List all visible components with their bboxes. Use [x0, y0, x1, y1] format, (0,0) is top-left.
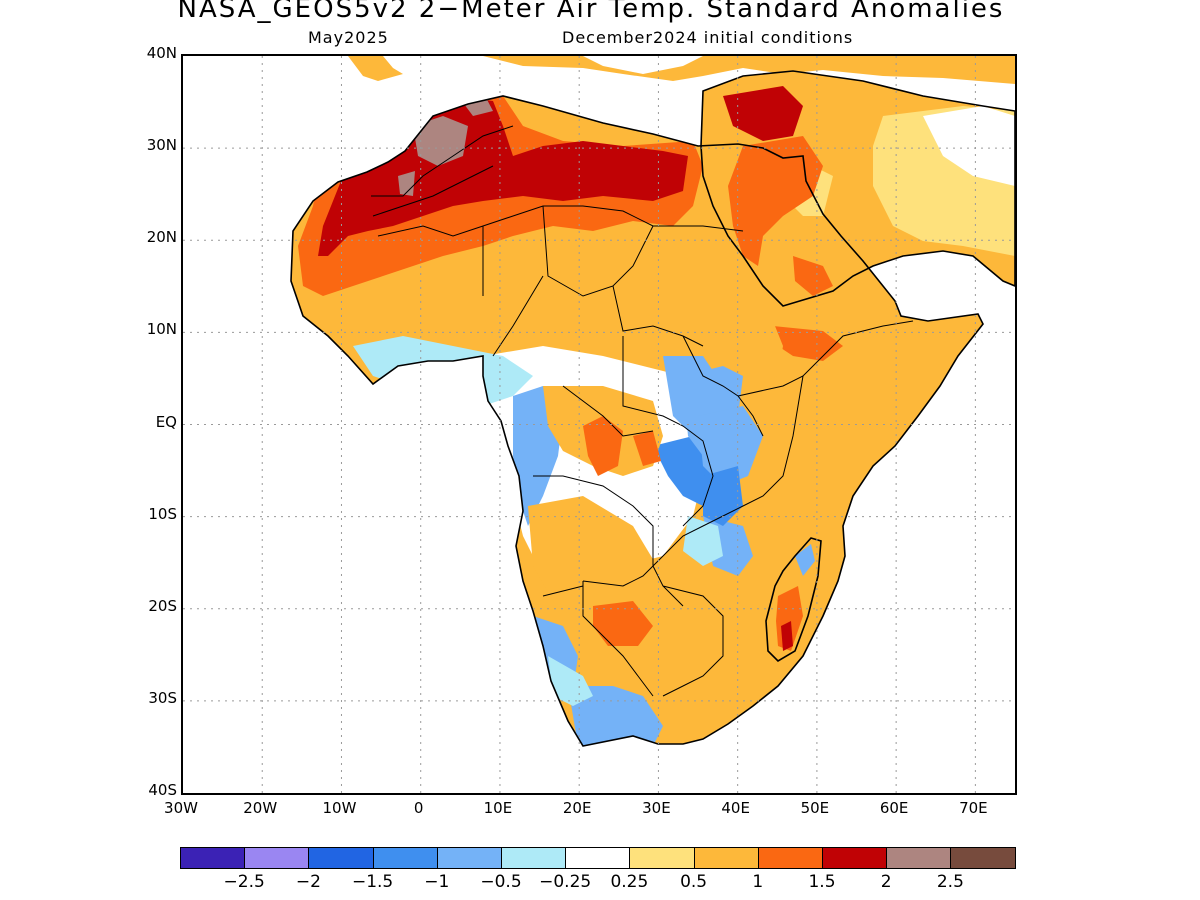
colorbar: [180, 847, 1017, 869]
lon-tick-label: 10E: [483, 799, 513, 817]
lat-tick-label: 20S: [148, 596, 177, 615]
colorbar-label: 2.5: [936, 872, 964, 892]
map-title: NASA_GEOS5v2 2−Meter Air Temp. Standard …: [177, 0, 1005, 24]
colorbar-swatch: [758, 848, 823, 868]
lon-tick-label: 20W: [243, 799, 278, 817]
colorbar-label: 1.5: [808, 872, 836, 892]
lon-tick-label: 40E: [721, 799, 750, 817]
initial-conditions: December2024 initial conditions: [562, 28, 854, 47]
colorbar-swatch: [181, 848, 246, 868]
colorbar-swatch: [887, 848, 952, 868]
colorbar-swatch: [437, 848, 502, 868]
anomaly-region: [728, 136, 823, 266]
forecast-month: May2025: [308, 28, 389, 47]
anomaly-region: [593, 601, 653, 646]
anomaly-region: [653, 436, 713, 506]
anomaly-map: [183, 56, 1015, 793]
lat-tick-label: 10S: [148, 504, 177, 523]
lat-tick-label: 30S: [148, 688, 177, 707]
colorbar-swatch: [694, 848, 759, 868]
lat-tick-label: EQ: [155, 412, 177, 431]
colorbar-swatch: [822, 848, 888, 868]
anomaly-region: [398, 171, 415, 196]
colorbar-label: 1: [752, 872, 764, 892]
anomaly-region: [793, 256, 833, 296]
lat-tick-label: 40S: [148, 781, 177, 799]
colorbar-swatch: [630, 848, 695, 868]
lon-tick-label: 0: [413, 799, 424, 817]
anomaly-region: [723, 86, 803, 141]
lat-tick-label: 30N: [146, 136, 177, 155]
lon-tick-label: 10W: [322, 799, 357, 817]
lon-tick-label: 20E: [562, 799, 592, 817]
graticule: [183, 56, 1015, 793]
colorbar-label: −0.5: [480, 872, 522, 892]
colorbar-swatch: [373, 848, 438, 868]
anomaly-region: [923, 106, 1015, 186]
colorbar-swatch: [501, 848, 567, 868]
anomaly-region: [633, 431, 661, 466]
colorbar-label: 0.25: [610, 872, 649, 892]
colorbar-swatch: [309, 848, 374, 868]
lon-tick-label: 70E: [959, 799, 988, 817]
colorbar-label: −1: [424, 872, 450, 892]
map-plot-area: [181, 54, 1017, 795]
lat-tick-label: 20N: [146, 228, 177, 247]
lon-tick-label: 60E: [879, 799, 909, 817]
anomaly-region: [528, 496, 663, 636]
anomaly-region: [738, 316, 783, 386]
country-borders: [371, 125, 914, 697]
colorbar-label: 0.5: [680, 872, 708, 892]
lon-tick-label: 30W: [164, 799, 198, 817]
anomaly-region: [548, 656, 593, 706]
lon-tick-label: 30E: [642, 799, 671, 817]
lat-tick-label: 40N: [146, 44, 177, 62]
colorbar-label: 2: [880, 872, 892, 892]
anomaly-region: [583, 416, 623, 476]
colorbar-label: −1.5: [351, 872, 394, 892]
anomaly-region: [773, 326, 843, 361]
colorbar-swatch: [566, 848, 631, 868]
colorbar-swatch: [951, 848, 1016, 868]
anomaly-region: [413, 116, 468, 166]
anomaly-region: [781, 621, 793, 651]
anomaly-region: [795, 544, 815, 576]
colorbar-label: −0.25: [539, 872, 592, 892]
anomaly-region: [698, 406, 763, 486]
colorbar-label: −2: [295, 872, 321, 892]
anomaly-region: [568, 686, 663, 746]
colorbar-swatch: [245, 848, 310, 868]
colorbar-label: −2.5: [223, 872, 265, 892]
anomaly-region: [683, 516, 723, 566]
lon-tick-label: 50E: [800, 799, 830, 817]
lat-tick-label: 10N: [146, 320, 177, 339]
